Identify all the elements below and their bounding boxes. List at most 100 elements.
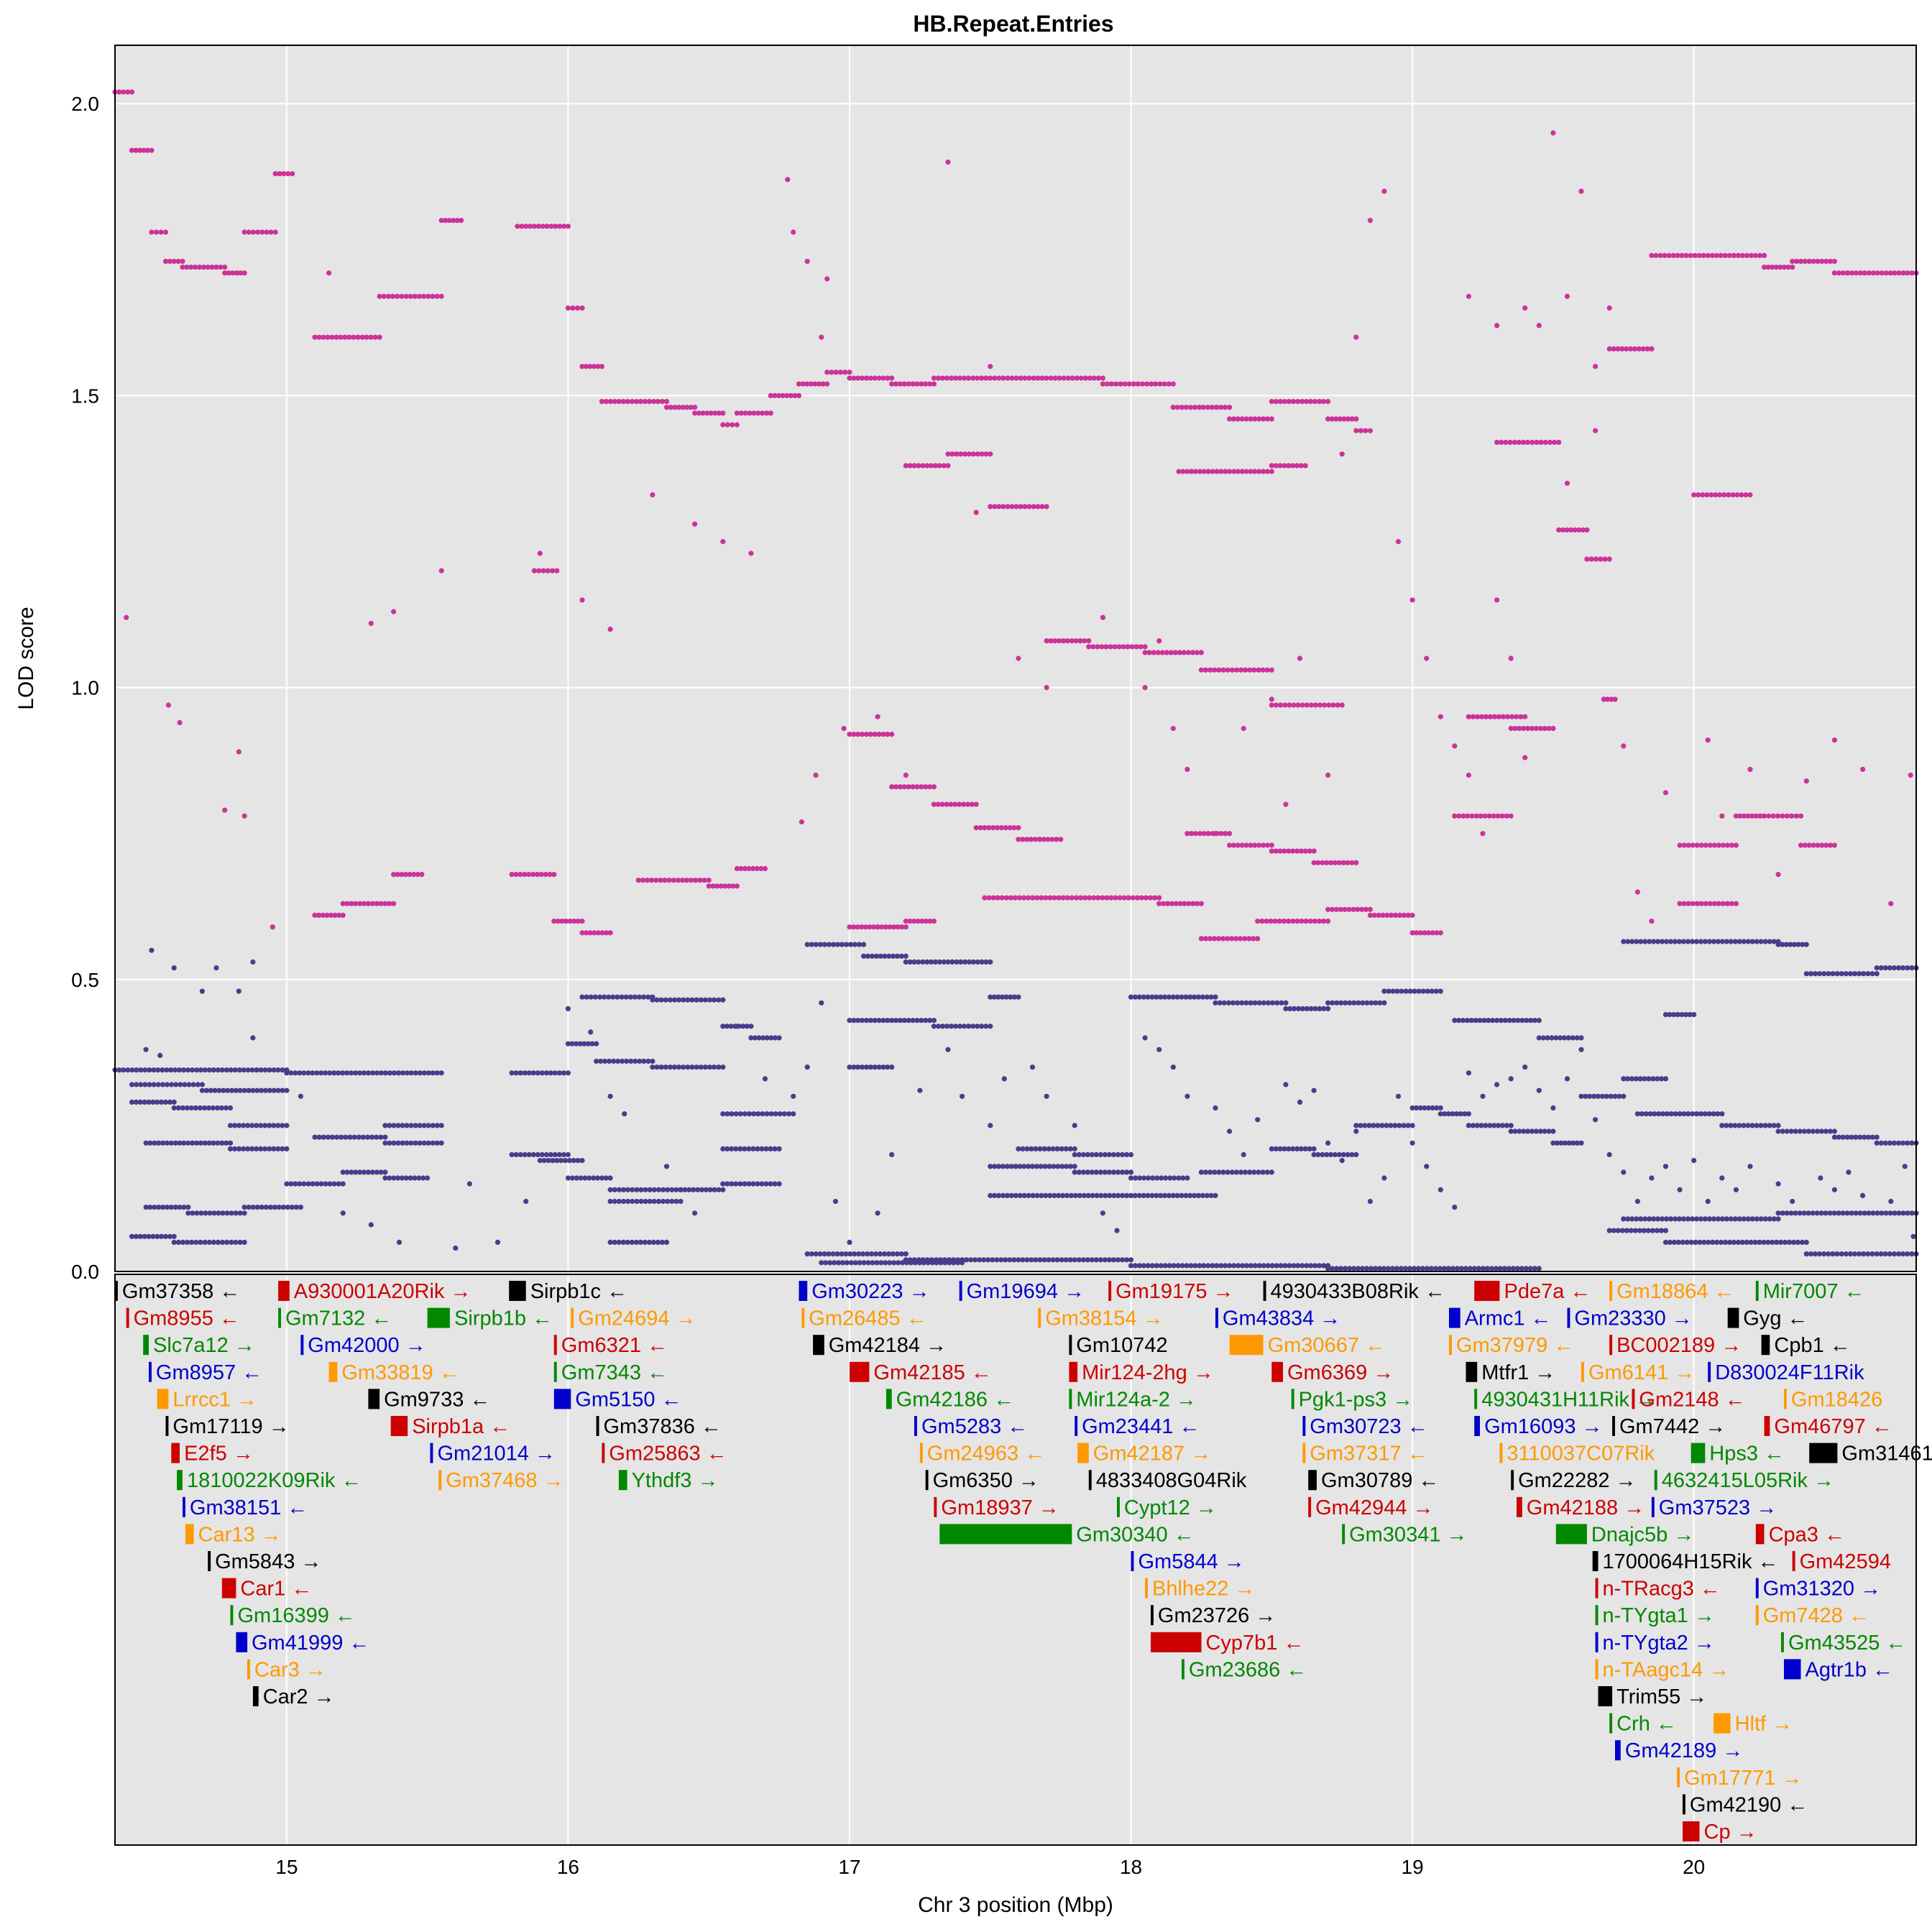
lod-point [539, 1151, 545, 1158]
lod-point [597, 994, 603, 1000]
lod-point [1823, 1210, 1828, 1216]
lod-point [1392, 1123, 1398, 1128]
lod-point [518, 1151, 523, 1158]
lod-point [1715, 1216, 1721, 1222]
lod-point [592, 994, 598, 1000]
lod-point [729, 1111, 735, 1117]
lod-point [1086, 644, 1092, 650]
lod-point [189, 1239, 195, 1245]
lod-point [1269, 842, 1274, 848]
lod-point [1718, 252, 1724, 259]
lod-point [1566, 1140, 1572, 1146]
lod-point [975, 959, 980, 965]
lod-point [1691, 1158, 1697, 1164]
lod-point [1651, 1216, 1657, 1222]
lod-point [158, 229, 164, 235]
lod-point [1762, 1216, 1768, 1222]
lod-point [1685, 1216, 1691, 1222]
lod-point [817, 942, 823, 947]
lod-point [1887, 965, 1893, 971]
lod-point [1317, 1006, 1322, 1011]
lod-point [242, 813, 247, 819]
gene-direction: ← [1524, 1307, 1551, 1330]
lod-point [1377, 1266, 1383, 1271]
lod-point [378, 1070, 385, 1076]
lod-point [1405, 1123, 1411, 1128]
lod-point [391, 1070, 397, 1076]
lod-point [1701, 1239, 1707, 1245]
lod-point [582, 1175, 588, 1181]
lod-point [1264, 842, 1270, 848]
lod-point [1706, 939, 1712, 944]
lod-point [865, 1260, 871, 1266]
lod-point [1128, 1257, 1134, 1263]
lod-point [623, 994, 629, 1000]
lod-point [876, 375, 882, 381]
lod-point [1477, 1018, 1483, 1024]
lod-point [870, 1260, 875, 1266]
lod-point [852, 942, 858, 947]
lod-point [554, 568, 560, 574]
lod-point [819, 1000, 824, 1006]
lod-point [680, 405, 686, 410]
lod-point [702, 878, 707, 883]
lod-point [1679, 1012, 1685, 1018]
lod-point [1637, 1076, 1643, 1082]
gene-direction: ← [1694, 1578, 1721, 1601]
lod-point [945, 451, 951, 457]
lod-point [147, 1205, 153, 1210]
lod-point [992, 1164, 998, 1169]
lod-point [1290, 848, 1296, 854]
lod-point [1733, 901, 1739, 906]
lod-point [1403, 988, 1409, 994]
lod-point [1409, 1105, 1415, 1111]
lod-point [116, 89, 122, 95]
gene-label: Sirpb1c ← [530, 1280, 627, 1303]
lod-point [1550, 1128, 1556, 1134]
lod-point [1409, 1140, 1415, 1146]
lod-point [1022, 504, 1028, 510]
lod-point [1201, 469, 1207, 474]
lod-point [1021, 1192, 1027, 1198]
gene-block [368, 1389, 380, 1409]
lod-point [1653, 252, 1659, 259]
lod-point [1696, 252, 1702, 259]
lod-point [830, 942, 836, 947]
lod-point [1098, 1151, 1103, 1158]
lod-point [606, 994, 612, 1000]
lod-point [1680, 1216, 1687, 1222]
lod-point [1790, 1239, 1797, 1245]
lod-point [202, 1067, 208, 1073]
lod-point [647, 1198, 653, 1205]
lod-point [620, 1187, 627, 1192]
lod-point [1095, 644, 1100, 650]
lod-point [1278, 702, 1284, 708]
lod-point [522, 1070, 528, 1076]
lod-point [1891, 1251, 1898, 1257]
lod-point [1016, 837, 1021, 842]
lod-point [1735, 252, 1741, 259]
lod-point [1106, 1169, 1112, 1175]
lod-point [1294, 848, 1300, 854]
gene-block [959, 1281, 962, 1301]
lod-point [1037, 1146, 1043, 1151]
lod-point [1698, 842, 1704, 848]
lod-series-1 [112, 89, 1919, 942]
lod-point [530, 1151, 536, 1158]
lod-point [561, 1070, 567, 1076]
lod-point [824, 369, 830, 375]
lod-point [643, 1187, 648, 1192]
lod-point [347, 1134, 353, 1140]
lod-point [1689, 1216, 1696, 1222]
lod-point [1081, 1192, 1087, 1198]
gene-label: Gm2148 ← [1639, 1388, 1745, 1411]
lod-point [1026, 504, 1032, 510]
lod-point [555, 919, 561, 924]
lod-point [129, 1099, 135, 1105]
lod-point [1256, 416, 1262, 422]
lod-point [692, 410, 698, 416]
lod-point [742, 1111, 748, 1117]
gene-direction: → [1013, 1469, 1039, 1492]
lod-point [1162, 994, 1168, 1000]
